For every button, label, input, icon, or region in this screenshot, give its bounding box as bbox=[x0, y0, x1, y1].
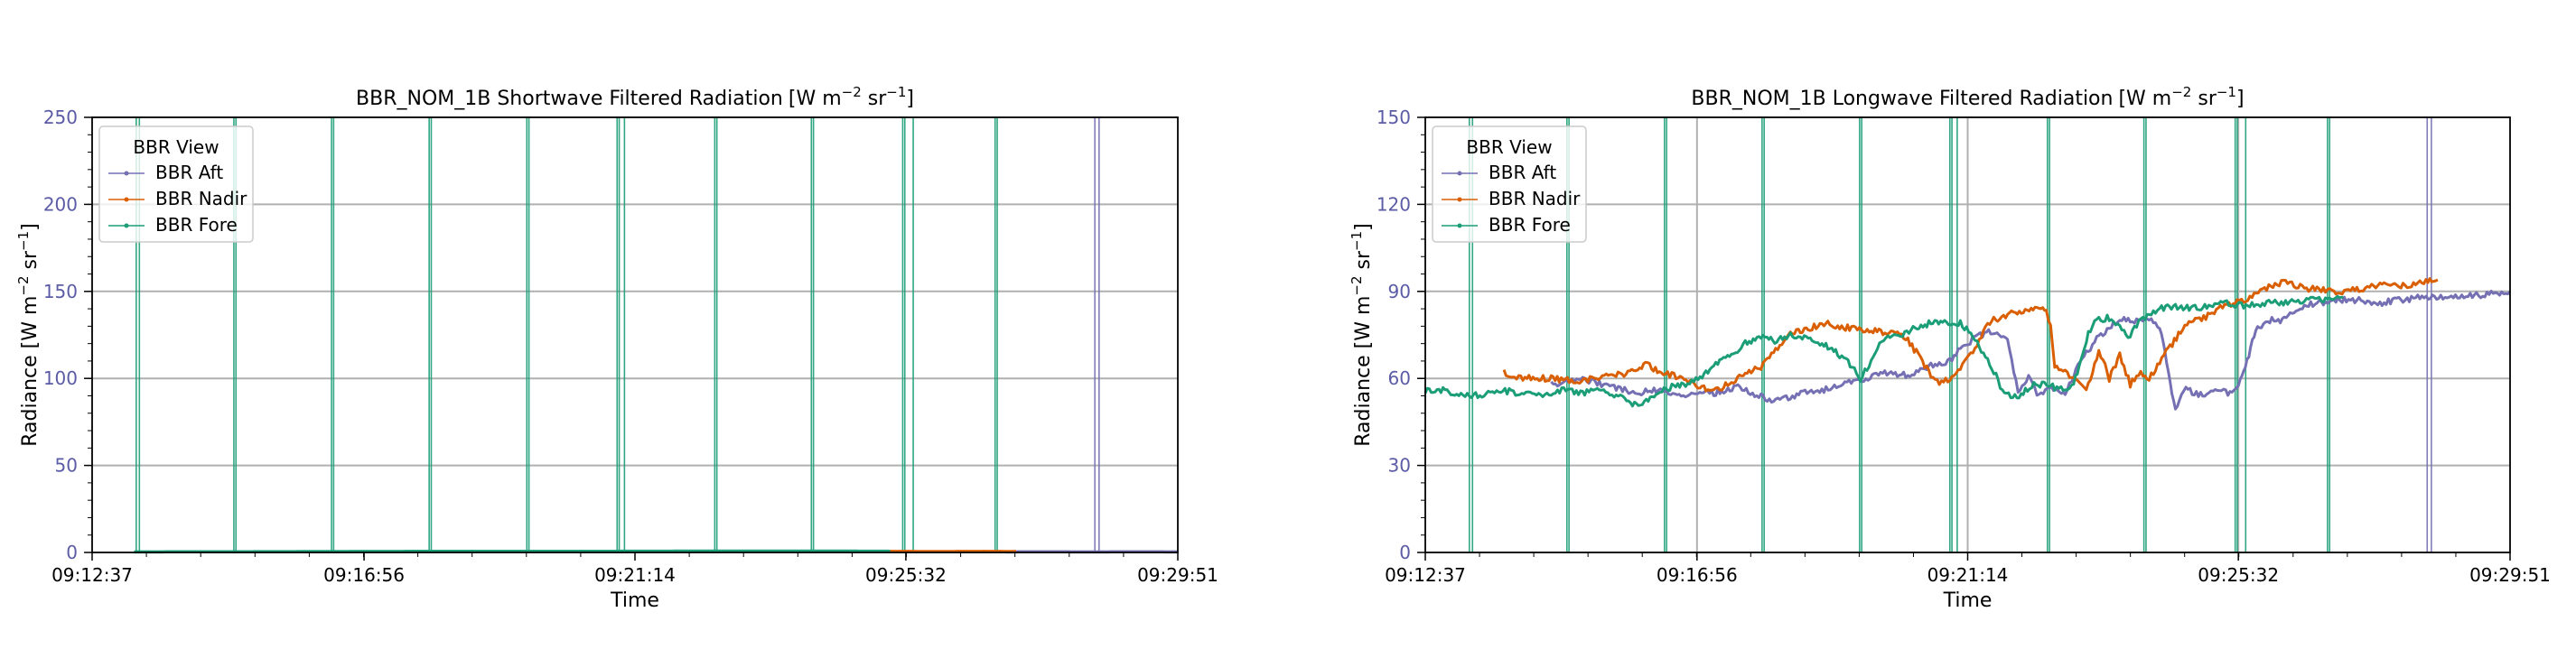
y-tick-label: 0 bbox=[1399, 542, 1411, 563]
y-axis-label: Radiance [W m−2 sr−1] bbox=[1349, 223, 1375, 447]
legend: BBR View BBR Aft BBR Nadir BBR Fore bbox=[98, 125, 254, 243]
legend: BBR View BBR Aft BBR Nadir BBR Fore bbox=[1432, 125, 1587, 243]
x-tick-label: 09:21:14 bbox=[1927, 564, 2009, 586]
legend-entry: BBR Fore bbox=[155, 214, 238, 236]
x-tick-label: 09:29:51 bbox=[1137, 564, 1218, 586]
x-tick-label: 09:25:32 bbox=[865, 564, 947, 586]
x-axis-label: Time bbox=[610, 589, 659, 612]
title-part: −1 bbox=[2217, 84, 2236, 100]
x-tick-label: 09:16:56 bbox=[323, 564, 405, 586]
x-axis-label: Time bbox=[1943, 589, 1993, 612]
axes-frame bbox=[1424, 116, 2511, 553]
ylabel-part: Radiance [W m bbox=[19, 296, 42, 447]
ylabel-part: −1 bbox=[15, 231, 32, 251]
chart-panel-1: 0 30 60 90 120 150 09:12:37 09:16:56 09:21:14 09:… bbox=[1349, 84, 2551, 612]
x-tick-label: 09:29:51 bbox=[2469, 564, 2551, 586]
series-line-bbr-fore bbox=[1423, 294, 2344, 408]
legend-title: BBR View bbox=[1466, 136, 1552, 158]
ylabel-part: ] bbox=[1352, 223, 1375, 231]
legend-marker bbox=[1457, 223, 1462, 228]
y-tick-label: 90 bbox=[1388, 281, 1411, 302]
title-part: −1 bbox=[886, 84, 906, 100]
legend-box bbox=[98, 125, 254, 243]
y-tick-label: 60 bbox=[1388, 367, 1411, 389]
ylabel-part: −2 bbox=[15, 275, 32, 295]
chart-panel-0: 0 50 100 150 200 250 09:12:37 09:16:56 09:21:14 0… bbox=[15, 84, 1218, 612]
y-axis-label: Radiance [W m−2 sr−1] bbox=[15, 223, 42, 447]
legend-title: BBR View bbox=[133, 136, 219, 158]
y-tick-label: 200 bbox=[43, 193, 78, 215]
title-text: BBR_NOM_1B Longwave Filtered Radiation bbox=[1691, 88, 2113, 110]
title-part: −2 bbox=[842, 84, 862, 100]
legend-entry: BBR Aft bbox=[1489, 162, 1556, 183]
x-tick-label: 09:12:37 bbox=[1385, 564, 1466, 586]
series-line-bbr-nadir bbox=[1502, 277, 2439, 393]
legend-entry: BBR Fore bbox=[1489, 214, 1571, 236]
title-part: −2 bbox=[2171, 84, 2191, 100]
title-part: ] bbox=[906, 88, 914, 110]
x-tick-label: 09:12:37 bbox=[51, 564, 133, 586]
title-part: sr bbox=[2191, 88, 2217, 110]
title-part: [W m bbox=[789, 88, 842, 110]
legend-marker bbox=[1457, 197, 1462, 202]
ylabel-part: sr bbox=[1352, 250, 1375, 275]
chart-title: BBR_NOM_1B Shortwave Filtered Radiation [… bbox=[356, 84, 914, 110]
y-tick-label: 100 bbox=[43, 367, 78, 389]
legend-marker bbox=[124, 197, 129, 202]
legend-box bbox=[1432, 125, 1587, 243]
legend-entry: BBR Aft bbox=[155, 162, 223, 183]
x-tick-label: 09:25:32 bbox=[2198, 564, 2279, 586]
chart-title: BBR_NOM_1B Longwave Filtered Radiation [W… bbox=[1691, 84, 2244, 110]
y-tick-label: 120 bbox=[1377, 193, 1411, 215]
title-part: ] bbox=[2236, 88, 2245, 110]
title-part: sr bbox=[862, 88, 887, 110]
axes-frame bbox=[91, 116, 1179, 553]
y-tick-label: 250 bbox=[43, 107, 78, 128]
legend-marker bbox=[1457, 171, 1462, 176]
y-tick-label: 150 bbox=[1377, 107, 1411, 128]
y-tick-label: 150 bbox=[43, 281, 78, 302]
ylabel-part: ] bbox=[19, 223, 42, 231]
y-tick-label: 0 bbox=[66, 542, 78, 563]
legend-entry: BBR Nadir bbox=[155, 188, 247, 209]
x-tick-label: 09:21:14 bbox=[594, 564, 676, 586]
legend-marker bbox=[124, 223, 129, 228]
y-tick-label: 50 bbox=[55, 455, 78, 477]
y-tick-label: 30 bbox=[1388, 455, 1411, 477]
title-text: BBR_NOM_1B Shortwave Filtered Radiation bbox=[356, 88, 783, 110]
legend-entry: BBR Nadir bbox=[1489, 188, 1581, 209]
ylabel-part: sr bbox=[19, 250, 42, 275]
ylabel-part: −2 bbox=[1349, 275, 1365, 295]
x-tick-label: 09:16:56 bbox=[1657, 564, 1738, 586]
legend-marker bbox=[124, 171, 129, 176]
ylabel-part: Radiance [W m bbox=[1352, 296, 1375, 447]
title-part: [W m bbox=[2118, 88, 2171, 110]
ylabel-part: −1 bbox=[1349, 231, 1365, 251]
